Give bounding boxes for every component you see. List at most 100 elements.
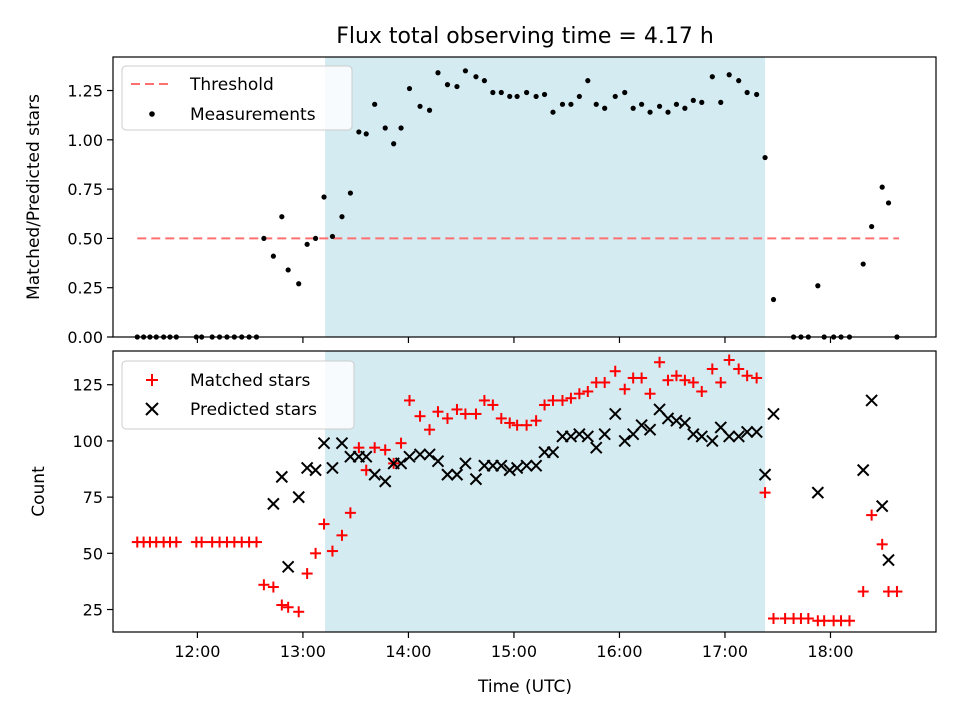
measurement-point	[593, 101, 599, 107]
measurement-point	[754, 91, 760, 98]
matched-star-point	[723, 354, 735, 366]
measurement-point	[639, 101, 645, 107]
measurement-point	[498, 89, 504, 96]
measurement-point	[585, 78, 591, 84]
matched-star-point	[530, 415, 542, 427]
matched-star-point	[336, 529, 348, 541]
measurement-point	[524, 89, 530, 96]
matched-star-point	[432, 406, 444, 418]
measurement-point	[382, 125, 388, 131]
measurement-point	[673, 101, 680, 107]
top-y-axis-label: Matched/Predicted stars	[24, 94, 44, 300]
y-tick-label: 1.00	[67, 131, 103, 150]
measurement-point	[690, 97, 696, 103]
measurement-point	[709, 74, 715, 80]
measurement-point	[285, 267, 291, 273]
measurement-point	[885, 200, 892, 206]
y-tick-label: 0.75	[67, 180, 103, 199]
x-tick-label: 13:00	[280, 642, 326, 661]
measurement-point	[665, 109, 671, 115]
matched-star-point	[495, 412, 507, 424]
observing-interval-shade-top	[325, 57, 766, 337]
matched-star-point	[802, 613, 814, 625]
matched-star-point	[547, 394, 559, 406]
predicted-star-point	[706, 434, 719, 448]
legend-matched-swatch	[146, 374, 158, 386]
measurement-point	[347, 190, 354, 196]
matched-star-point	[843, 615, 855, 627]
x-tick-label: 14:00	[385, 642, 431, 661]
measurement-point	[304, 241, 310, 247]
measurement-point	[612, 93, 618, 100]
predicted-star-point	[598, 427, 611, 441]
matched-star-point	[276, 599, 288, 611]
legend-measurements-label: Measurements	[190, 105, 316, 125]
predicted-star-point	[529, 459, 543, 472]
predicted-star-point	[379, 475, 392, 488]
predicted-star-point	[882, 553, 895, 567]
matched-star-point	[196, 536, 208, 548]
measurement-point	[718, 99, 724, 105]
matched-star-point	[318, 518, 330, 530]
measurement-point	[559, 101, 566, 107]
matched-star-point	[441, 412, 453, 424]
measurement-point	[507, 93, 513, 100]
matched-star-point	[487, 399, 499, 411]
top-legend: Threshold Measurements	[121, 65, 353, 131]
predicted-star-point	[309, 463, 322, 477]
measurement-point	[339, 214, 345, 220]
measurement-point	[372, 101, 378, 107]
matched-star-point	[521, 419, 533, 431]
measurement-point	[329, 233, 336, 240]
measurement-point	[417, 103, 423, 109]
measurement-point	[261, 235, 267, 242]
predicted-star-point	[394, 457, 408, 470]
predicted-star-point	[450, 468, 464, 481]
matched-star-point	[539, 399, 551, 411]
predicted-star-point	[510, 461, 524, 475]
chart-title: Flux total observing time = 4.17 h	[336, 24, 714, 49]
matched-star-point	[609, 365, 621, 377]
matched-star-point	[369, 442, 381, 454]
legend-matched-label: Matched stars	[190, 371, 310, 391]
matched-star-point	[556, 394, 568, 406]
measurement-point	[462, 68, 469, 74]
matched-star-point	[170, 536, 182, 548]
measurement-point	[602, 105, 608, 111]
y-tick-label: 0.00	[67, 328, 103, 347]
measurement-point	[726, 72, 732, 78]
measurement-point	[541, 91, 548, 98]
legend-measurements-swatch	[149, 111, 155, 117]
x-tick-label: 17:00	[702, 642, 748, 661]
predicted-star-point	[722, 430, 736, 443]
matched-star-point	[379, 444, 391, 456]
matched-star-point	[504, 417, 516, 429]
measurement-point	[550, 109, 556, 115]
x-tick-label: 18:00	[807, 642, 853, 661]
measurement-point	[699, 99, 705, 105]
measurement-points	[134, 68, 900, 340]
matched-star-point	[741, 370, 753, 382]
matched-star-point	[478, 394, 490, 406]
measurement-point	[454, 83, 460, 90]
matched-star-point	[326, 545, 338, 557]
predicted-star-point	[292, 490, 305, 504]
matched-star-point	[301, 568, 313, 580]
predicted-stars-points	[267, 394, 895, 574]
bottom-legend-box	[121, 360, 355, 430]
matched-star-point	[353, 442, 365, 454]
matched-star-point	[344, 507, 356, 519]
top-plot-frame	[112, 56, 937, 338]
y-tick-label: 50	[83, 544, 103, 563]
x-tick-label: 16:00	[596, 642, 642, 661]
predicted-star-point	[431, 454, 445, 468]
measurement-point	[647, 109, 653, 115]
matched-star-point	[818, 615, 830, 627]
matched-star-point	[706, 363, 718, 375]
predicted-star-point	[732, 430, 745, 443]
matched-star-point	[282, 601, 294, 613]
measurement-point	[426, 107, 433, 113]
observing-interval-shade-bottom	[325, 351, 766, 632]
measurement-point	[762, 154, 768, 161]
top-y-ticks: 0.00 0.25 0.50 0.75 1.00 1.25	[67, 82, 113, 347]
